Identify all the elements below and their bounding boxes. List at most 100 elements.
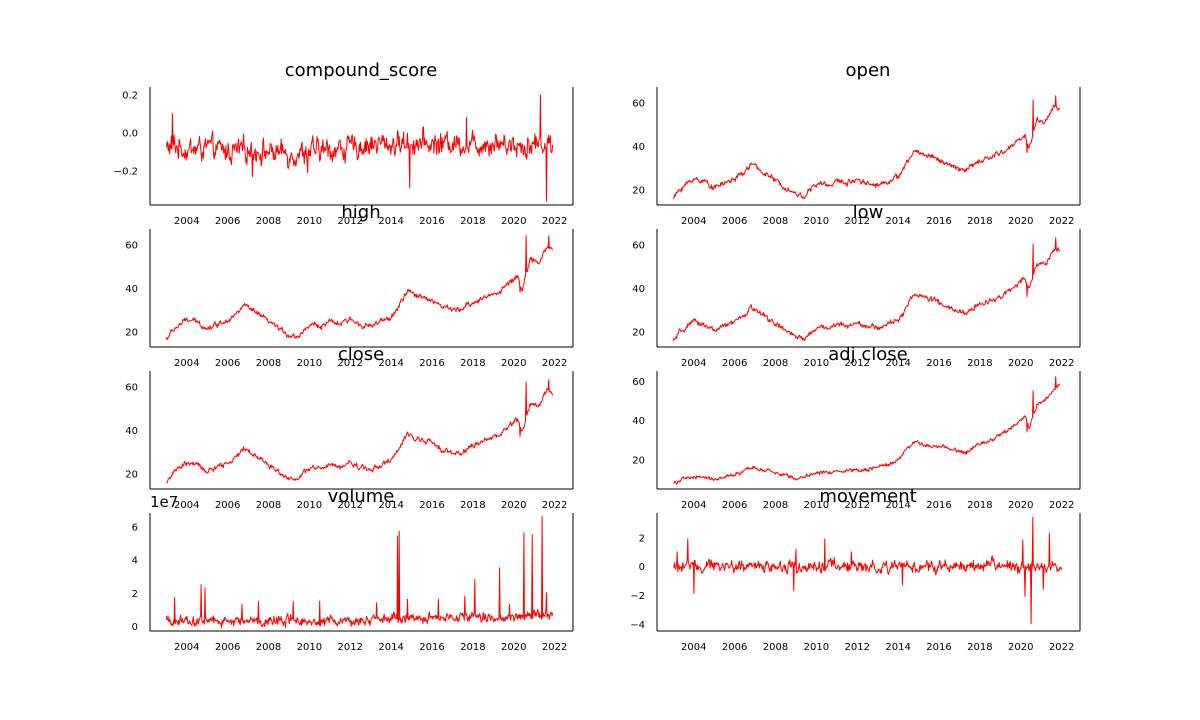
x-tick-label: 2016 bbox=[419, 216, 444, 227]
x-tick-label: 2010 bbox=[804, 500, 829, 511]
panel-title: adj close bbox=[828, 344, 908, 365]
x-tick-label: 2020 bbox=[1008, 358, 1033, 369]
y-tick-label: −4 bbox=[630, 620, 645, 631]
x-tick-label: 2018 bbox=[967, 216, 992, 227]
x-tick-label: 2018 bbox=[967, 500, 992, 511]
x-tick-label: 2006 bbox=[722, 642, 747, 653]
x-tick-label: 2008 bbox=[256, 358, 281, 369]
x-tick-label: 2018 bbox=[967, 642, 992, 653]
x-tick-label: 2020 bbox=[501, 500, 526, 511]
x-tick-label: 2016 bbox=[419, 358, 444, 369]
y-tick-label: 60 bbox=[632, 377, 645, 388]
panel-close: close 20 40 60 2004 2006 2008 2010 2012 2014 2016… bbox=[125, 344, 574, 511]
x-tick-label: 2010 bbox=[297, 642, 322, 653]
x-tick-label: 2012 bbox=[845, 500, 870, 511]
x-tick-label: 2012 bbox=[845, 358, 870, 369]
x-tick-label: 2012 bbox=[845, 216, 870, 227]
x-tick-label: 2010 bbox=[804, 642, 829, 653]
y-tick-label: −0.2 bbox=[114, 167, 138, 178]
y-tick-label: 60 bbox=[632, 240, 645, 251]
series-line bbox=[166, 379, 554, 484]
x-tick-label: 2006 bbox=[722, 358, 747, 369]
x-tick-label: 2008 bbox=[256, 216, 281, 227]
x-tick-label: 2018 bbox=[460, 358, 485, 369]
x-tick-label: 2014 bbox=[885, 358, 910, 369]
series-line bbox=[165, 515, 554, 629]
x-tick-label: 2006 bbox=[215, 358, 240, 369]
panel-volume: volume 1e7 0 2 4 6 2004 2006 2008 2010 2012 2014 2… bbox=[132, 486, 574, 653]
x-tick-label: 2022 bbox=[542, 500, 567, 511]
y-tick-label: 20 bbox=[632, 186, 645, 197]
x-tick-label: 2022 bbox=[542, 642, 567, 653]
y-tick-label: 6 bbox=[132, 522, 138, 533]
x-tick-label: 2022 bbox=[542, 216, 567, 227]
x-tick-label: 2014 bbox=[378, 358, 403, 369]
series-line bbox=[673, 516, 1063, 625]
y-tick-label: 0.2 bbox=[122, 91, 138, 102]
x-tick-label: 2012 bbox=[338, 358, 363, 369]
y-tick-label: 0 bbox=[639, 562, 645, 573]
x-tick-label: 2014 bbox=[378, 642, 403, 653]
x-tick-label: 2014 bbox=[378, 216, 403, 227]
x-tick-label: 2022 bbox=[1049, 500, 1074, 511]
y-tick-label: 40 bbox=[632, 416, 645, 427]
y-tick-label: 20 bbox=[632, 328, 645, 339]
x-tick-label: 2012 bbox=[338, 216, 363, 227]
series-line bbox=[165, 235, 554, 340]
panel-high: high 20 40 60 2004 2006 2008 2010 2012 2014 2016 2… bbox=[125, 202, 574, 369]
x-tick-label: 2020 bbox=[1008, 500, 1033, 511]
panel-adj-close: adj close 20 40 60 2004 2006 2008 2010 2012 2014… bbox=[632, 344, 1081, 511]
x-tick-label: 2022 bbox=[1049, 358, 1074, 369]
x-tick-label: 2020 bbox=[501, 642, 526, 653]
panel-low: low 20 40 60 2004 2006 2008 2010 2012 2014 2016 20… bbox=[632, 202, 1081, 369]
x-tick-label: 2020 bbox=[1008, 642, 1033, 653]
x-tick-label: 2004 bbox=[174, 358, 199, 369]
x-tick-label: 2016 bbox=[419, 500, 444, 511]
y-tick-label: 2 bbox=[132, 589, 138, 600]
x-tick-label: 2020 bbox=[501, 358, 526, 369]
series-line bbox=[672, 95, 1061, 200]
x-tick-label: 2010 bbox=[297, 216, 322, 227]
x-tick-label: 2008 bbox=[763, 642, 788, 653]
x-tick-label: 2008 bbox=[256, 500, 281, 511]
series-line bbox=[673, 376, 1061, 485]
axis-offset-label: 1e7 bbox=[150, 493, 178, 511]
x-tick-label: 2016 bbox=[926, 500, 951, 511]
x-tick-label: 2016 bbox=[926, 216, 951, 227]
y-tick-label: 60 bbox=[632, 98, 645, 109]
panel-title: open bbox=[846, 60, 891, 81]
x-tick-label: 2022 bbox=[1049, 216, 1074, 227]
x-tick-label: 2006 bbox=[722, 216, 747, 227]
x-tick-label: 2018 bbox=[460, 500, 485, 511]
x-tick-label: 2010 bbox=[297, 358, 322, 369]
y-tick-label: 20 bbox=[632, 456, 645, 467]
x-tick-label: 2018 bbox=[460, 642, 485, 653]
x-tick-label: 2020 bbox=[501, 216, 526, 227]
x-tick-label: 2004 bbox=[681, 216, 706, 227]
x-tick-label: 2012 bbox=[338, 500, 363, 511]
panel-title: volume bbox=[328, 486, 395, 507]
x-tick-label: 2006 bbox=[722, 500, 747, 511]
x-tick-label: 2012 bbox=[338, 642, 363, 653]
x-tick-label: 2004 bbox=[681, 642, 706, 653]
x-tick-label: 2006 bbox=[215, 500, 240, 511]
y-tick-label: 20 bbox=[125, 470, 138, 481]
x-tick-label: 2020 bbox=[1008, 216, 1033, 227]
panel-title: movement bbox=[819, 486, 916, 507]
y-tick-label: 4 bbox=[132, 556, 138, 567]
x-tick-label: 2016 bbox=[926, 642, 951, 653]
y-tick-label: 20 bbox=[125, 328, 138, 339]
y-tick-label: 40 bbox=[125, 426, 138, 437]
x-tick-label: 2008 bbox=[763, 358, 788, 369]
panel-compound-score: compound_score −0.2 0.0 0.2 2004 2006 2008 201… bbox=[114, 60, 574, 227]
x-tick-label: 2004 bbox=[174, 500, 199, 511]
x-tick-label: 2016 bbox=[419, 642, 444, 653]
x-tick-label: 2018 bbox=[460, 216, 485, 227]
x-tick-label: 2014 bbox=[885, 500, 910, 511]
x-tick-label: 2010 bbox=[804, 358, 829, 369]
x-tick-label: 2004 bbox=[681, 500, 706, 511]
y-tick-label: 60 bbox=[125, 382, 138, 393]
panel-title: low bbox=[853, 202, 884, 223]
panel-title: close bbox=[338, 344, 384, 365]
